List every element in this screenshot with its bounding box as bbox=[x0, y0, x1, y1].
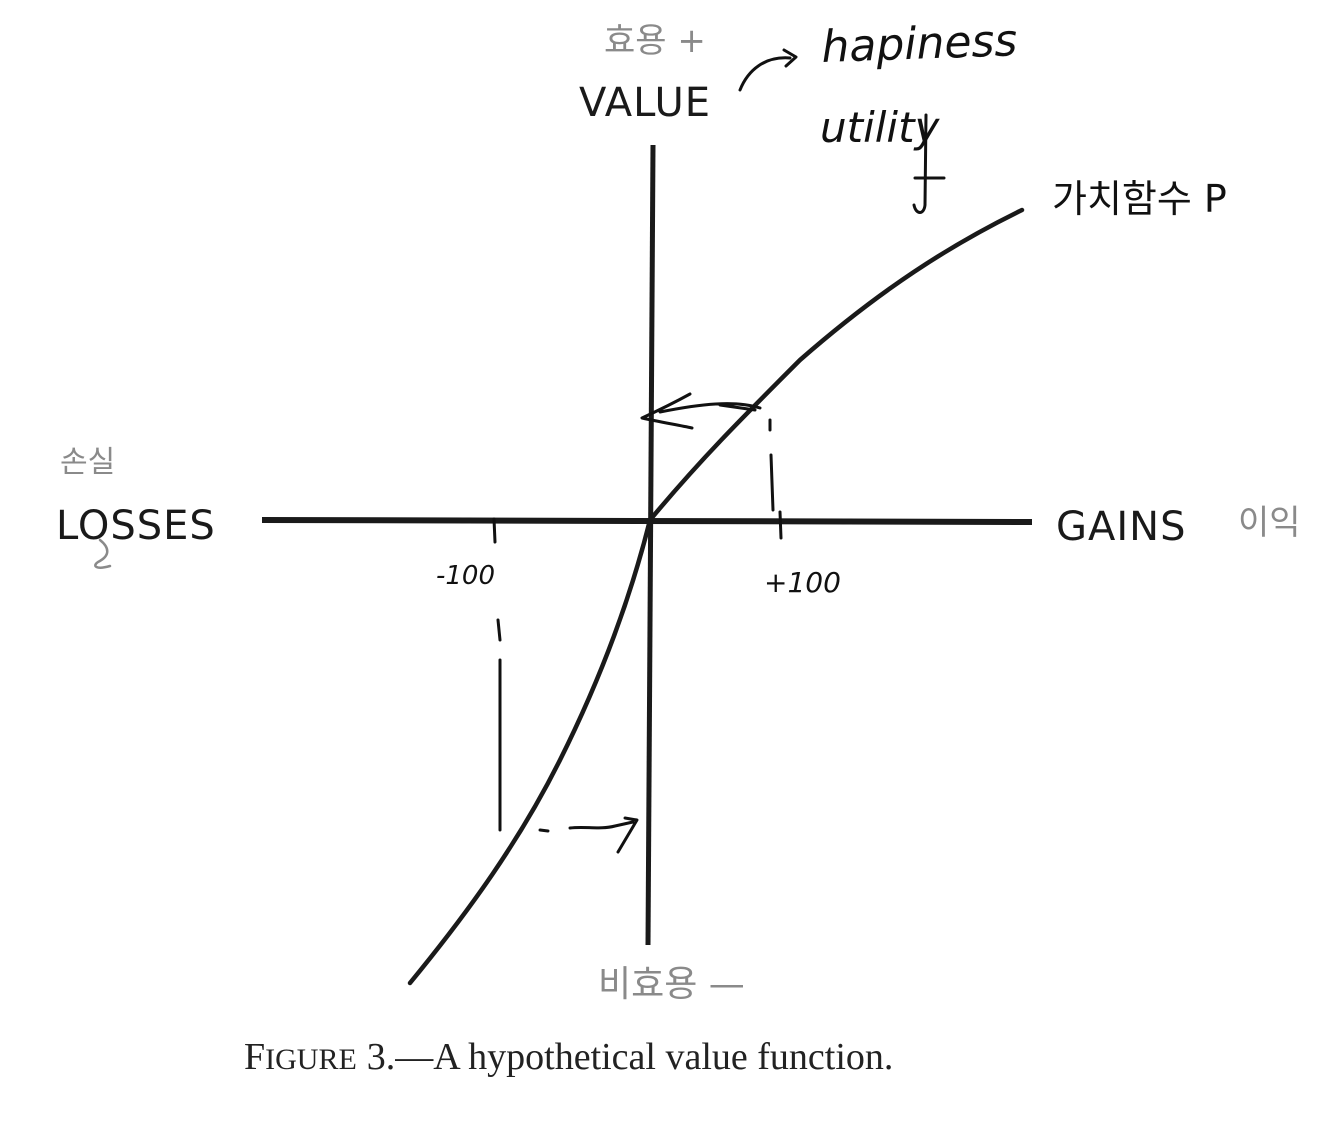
caption-figure-number: 3. bbox=[367, 1036, 396, 1078]
pencil-squiggle bbox=[94, 538, 112, 569]
annotation-bottom-korean: 비효용 — bbox=[598, 964, 745, 1005]
loss-arrow-icon bbox=[538, 816, 639, 854]
gains-curve bbox=[647, 207, 1025, 523]
annotation-utility: utility bbox=[820, 103, 941, 152]
annotation-minus-100: -100 bbox=[436, 561, 495, 591]
losses-axis-label: LOSSES bbox=[56, 503, 216, 549]
caption-figure-rest: IGURE bbox=[265, 1043, 357, 1076]
tick-plus-100 bbox=[778, 510, 783, 540]
gain-projection-line bbox=[768, 418, 775, 512]
tick-minus-100 bbox=[492, 517, 497, 544]
losses-curve bbox=[407, 517, 653, 986]
loss-projection-line bbox=[496, 618, 502, 832]
annotation-happiness: hapiness bbox=[821, 15, 1018, 73]
value-to-happiness-arrow-icon bbox=[738, 48, 798, 92]
horizontal-axis bbox=[261, 517, 1033, 525]
annotation-plus-100: +100 bbox=[764, 566, 841, 599]
annotation-right-korean: 이익 bbox=[1238, 503, 1301, 543]
annotation-left-korean: 손실 bbox=[60, 445, 115, 480]
annotation-top-korean: 효용 + bbox=[604, 21, 706, 61]
utility-hook bbox=[912, 113, 946, 214]
gain-arrow-icon bbox=[640, 392, 762, 430]
annotation-value-function: 가치함수 P bbox=[1052, 177, 1227, 221]
caption-text: A hypothetical value function. bbox=[433, 1036, 893, 1078]
caption-dash: — bbox=[394, 1036, 434, 1078]
figure-caption: FIGURE 3.—A hypothetical value function. bbox=[244, 1036, 893, 1078]
value-axis-label: VALUE bbox=[579, 80, 711, 126]
vertical-axis bbox=[645, 144, 656, 946]
gains-axis-label: GAINS bbox=[1056, 504, 1186, 550]
caption-figure-lead: F bbox=[244, 1036, 265, 1078]
